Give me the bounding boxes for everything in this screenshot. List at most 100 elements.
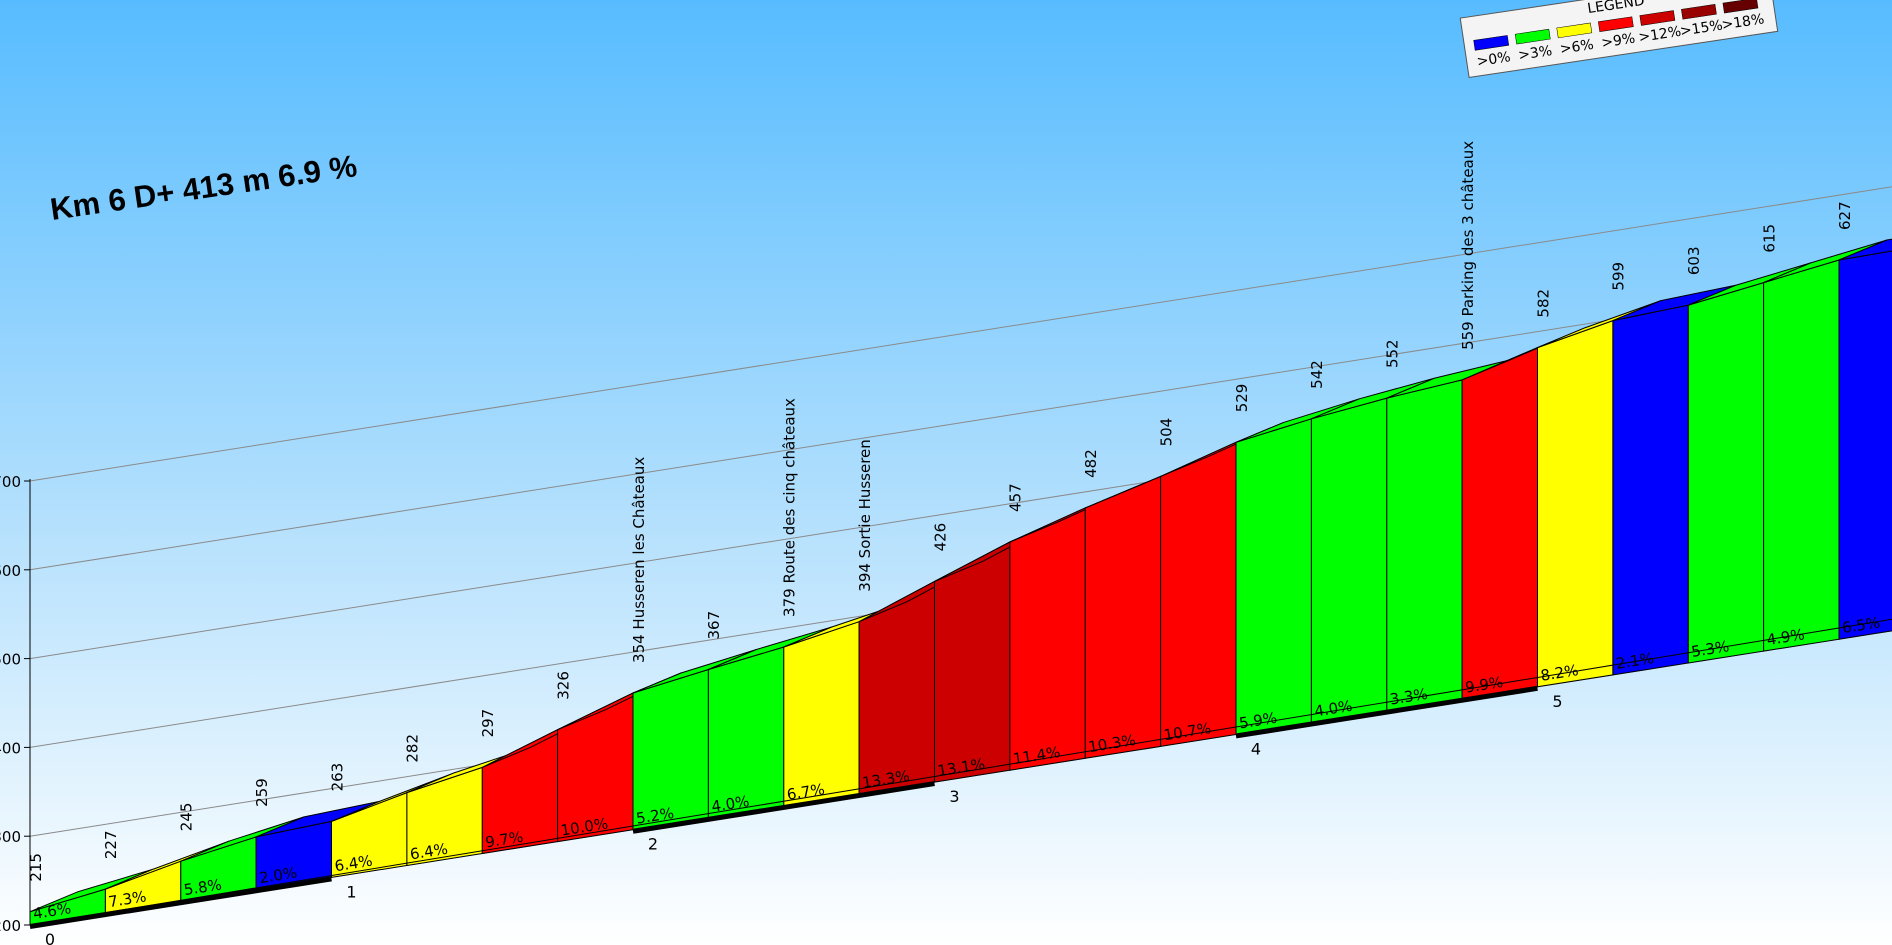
- grade-label: 2.0%: [258, 863, 298, 887]
- profile-segment: 7.3%: [104, 840, 229, 914]
- profile-segments: 4.6%7.3%5.8%2.0%6.4%6.4%9.7%10.0% 5.2%4.0…: [29, 238, 1892, 926]
- km-tick-label: 2: [648, 835, 658, 854]
- elevation-label: 552: [1384, 339, 1402, 368]
- profile-segment: 6.7%: [783, 601, 908, 807]
- elevation-label: 627: [1836, 201, 1854, 230]
- elevation-label: 263: [328, 763, 346, 792]
- legend-label: >15%: [1679, 18, 1724, 40]
- segment-front-face: [1461, 346, 1538, 700]
- y-tick-label: 600: [0, 562, 21, 580]
- legend-swatch: [1639, 10, 1676, 26]
- grade-label: 4.0%: [1313, 697, 1353, 721]
- km-tick-label: 1: [346, 882, 356, 901]
- grade-label: 4.6%: [32, 899, 72, 923]
- grade-label: 6.4%: [333, 852, 373, 876]
- y-tick-label: 400: [0, 739, 21, 757]
- baseline-line: [29, 618, 1892, 926]
- km-tick-label: 4: [1251, 739, 1261, 758]
- distance-baseline: 0 1 2 3 4 5: [29, 618, 1892, 945]
- grade-label: 3.3%: [1389, 685, 1429, 709]
- legend-swatch: [1681, 4, 1717, 20]
- segment-front-face: [1763, 259, 1840, 652]
- elevation-label: 599: [1610, 262, 1628, 291]
- km-tick-label: 3: [949, 787, 959, 806]
- grade-label: 5.2%: [635, 804, 675, 828]
- profile-segment: 5.8%: [180, 816, 305, 902]
- legend-swatch: [1473, 35, 1510, 51]
- legend-swatch: [1597, 16, 1634, 32]
- elevation-label: 615: [1760, 224, 1778, 253]
- grade-label: 5.9%: [1238, 709, 1278, 733]
- legend-label: >12%: [1638, 24, 1683, 46]
- grade-label: 5.8%: [183, 875, 223, 899]
- legend-box: LEGEND>0% >3% >6% >9% >12%>15%>18%: [1459, 0, 1779, 79]
- profile-segment: 5.9%: [1235, 398, 1360, 736]
- legend-label: >3%: [1517, 43, 1553, 64]
- profile-segment: 4.0%: [707, 626, 832, 819]
- legend-swatch: [1514, 28, 1551, 45]
- profile-segment: 5.2%: [632, 649, 757, 831]
- elevation-label: 367: [705, 611, 723, 640]
- legend-label: >18%: [1721, 11, 1766, 33]
- legend-swatch: [1722, 0, 1759, 14]
- segment-front-face: [1235, 418, 1312, 736]
- y-tick-label: 500: [0, 651, 21, 669]
- grade-label: 6.7%: [786, 780, 826, 804]
- y-tick-label: 300: [0, 828, 21, 846]
- grade-label: 6.5%: [1841, 613, 1881, 637]
- elevation-label: 559 Parking des 3 châteaux: [1459, 141, 1477, 350]
- elevation-label: 215: [27, 853, 45, 882]
- elevation-label: 603: [1685, 246, 1703, 275]
- elevation-label: 504: [1157, 418, 1175, 447]
- elevation-label: 457: [1007, 483, 1025, 512]
- elevation-label: 227: [102, 830, 120, 859]
- legend-label: >0%: [1476, 49, 1512, 70]
- elevation-label: 297: [479, 709, 497, 738]
- km-tick-label: 5: [1552, 692, 1562, 711]
- elevation-label: 379 Route des cinq châteaux: [781, 398, 799, 617]
- profile-segment: 2.1%: [1612, 284, 1737, 676]
- segment-front-face: [1838, 250, 1892, 640]
- legend-label: >6%: [1559, 37, 1595, 58]
- gridline: [29, 186, 1892, 482]
- legend: LEGEND>0% >3% >6% >9% >12%>15%>18%: [1459, 0, 1779, 79]
- grade-label: 4.0%: [710, 792, 750, 816]
- elevation-label: 354 Husseren les Châteaux: [630, 457, 648, 663]
- segment-front-face: [1009, 507, 1086, 771]
- km-bar: [632, 781, 935, 834]
- legend-label: >9%: [1600, 31, 1636, 52]
- elevation-label: 582: [1534, 289, 1552, 318]
- segment-front-face: [783, 621, 860, 807]
- profile-segment: 6.4%: [331, 772, 456, 878]
- elevation-label: 282: [404, 734, 422, 763]
- elevation-label: 426: [931, 523, 949, 552]
- legend-swatch: [1556, 22, 1593, 39]
- profile-segment: 6.5%: [1838, 238, 1892, 640]
- segment-front-face: [1386, 379, 1463, 712]
- profile-segment: 4.9%: [1763, 239, 1888, 652]
- grade-label: 8.2%: [1539, 661, 1579, 685]
- segment-front-face: [1084, 475, 1162, 759]
- profile-segment: 2.0%: [255, 800, 380, 890]
- grade-label: 7.3%: [107, 887, 147, 911]
- km-bar: [1235, 685, 1538, 739]
- elevation-label: 542: [1308, 360, 1326, 389]
- elevation-label: 529: [1233, 384, 1251, 413]
- km-bar: [29, 876, 332, 929]
- elevation-label: 482: [1082, 449, 1100, 478]
- y-tick-label: 200: [0, 917, 21, 935]
- segment-front-face: [1612, 304, 1689, 676]
- grade-label: 9.9%: [1464, 673, 1504, 697]
- segment-front-face: [1310, 397, 1388, 724]
- segment-front-face: [1160, 441, 1237, 747]
- segment-top-face: [1838, 238, 1892, 261]
- segment-front-face: [934, 541, 1011, 783]
- km-tick-label: 0: [45, 930, 55, 945]
- elevation-label: 245: [178, 803, 196, 832]
- y-axis: 200 300 400 500 600 700: [0, 473, 31, 935]
- elevation-label: 259: [253, 778, 271, 807]
- y-tick-label: 700: [0, 473, 21, 491]
- elevation-label: 394 Sortie Husseren: [856, 439, 874, 592]
- segment-front-face: [1537, 319, 1614, 688]
